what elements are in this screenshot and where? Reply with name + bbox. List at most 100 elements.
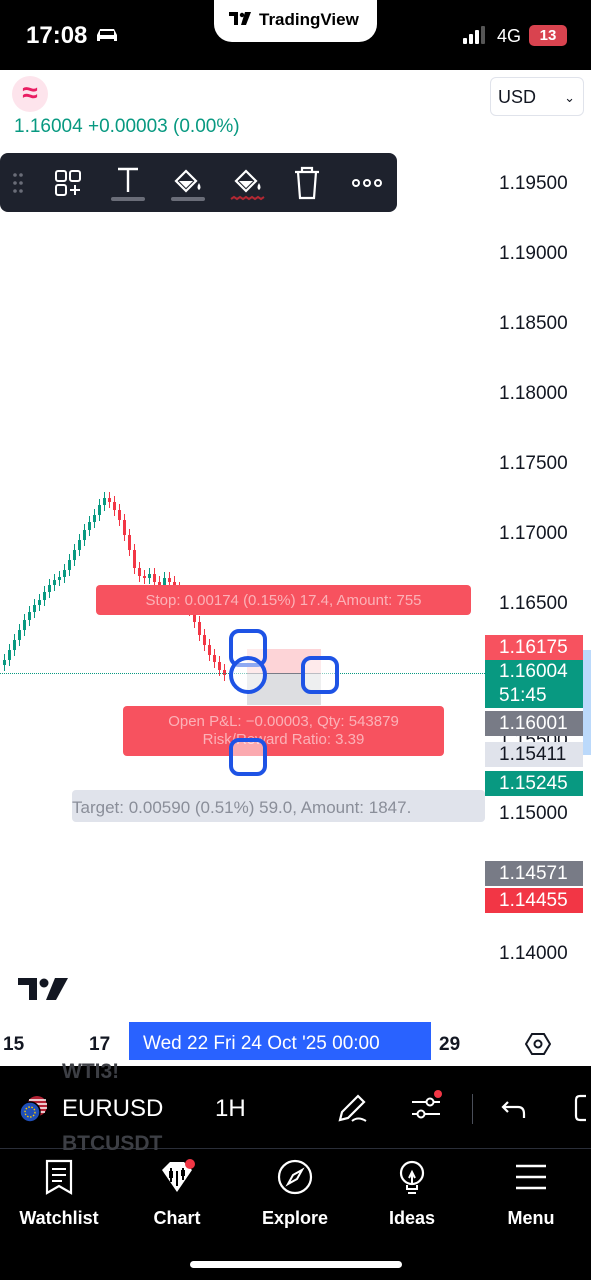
nav-explore[interactable]: Explore [240,1158,350,1229]
candle-body [143,576,146,578]
gray-price-tag: 1.14571 [485,861,583,886]
chart-icon [162,1159,195,1192]
stop-label: Stop: 0.00174 (0.15%) 17.4, Amount: 755 [96,585,471,615]
compass-icon [277,1159,313,1195]
lightbulb-icon [399,1160,425,1194]
nav-label: Watchlist [19,1208,99,1228]
chart-area[interactable]: 1.19500 1.19000 1.18500 1.18000 1.17500 … [0,130,591,1020]
candle-body [98,505,101,515]
candle-body [68,560,71,570]
candle-body [8,650,11,660]
price-axis-label: 1.17500 [499,453,568,474]
symbol-name[interactable]: EURUSD [62,1095,164,1122]
drawing-pen-icon[interactable] [334,1090,370,1126]
line-color-button[interactable] [228,163,268,203]
hamburger-icon [516,1164,546,1190]
toolbar-divider [472,1094,473,1124]
dynamic-island-app: TradingView [214,0,377,42]
undo-icon[interactable] [496,1090,532,1126]
nav-menu[interactable]: Menu [476,1158,586,1229]
candles-layer [3,492,226,681]
time-axis[interactable]: 15 17 Wed 22 Fri 24 Oct '25 00:00 29 [0,1022,591,1066]
red-price-tag: 1.14455 [485,888,583,913]
text-icon [111,167,145,201]
status-bar: 17:08 TradingView 4G 13 [0,0,591,70]
candle-body [43,592,46,600]
candle-body [123,520,126,535]
signal-icon [463,26,485,44]
fill-color-icon [171,169,205,201]
object-tree-icon [55,170,81,196]
candle-body [138,568,141,576]
open-pnl-text: Open P&L: −0.00003, Qty: 543879 [168,713,399,730]
ghost-symbol-below: BTCUSDT [62,1132,163,1155]
candle-body [3,660,6,665]
entry-line [247,673,321,674]
nav-ideas[interactable]: Ideas [357,1158,467,1229]
candle-body [128,535,131,550]
object-tree-button[interactable] [48,163,88,203]
price-line: 1.16004 +0.00003 (0.00%) [14,116,240,138]
candle-body [18,630,21,640]
nav-label: Chart [153,1208,201,1228]
price-axis-label: 1.16500 [499,593,568,614]
target-handle[interactable] [229,738,267,776]
candle-body [148,574,151,578]
battery-icon: 13 [529,25,567,46]
time-label: 29 [439,1034,461,1055]
fill-color-button[interactable] [168,163,208,203]
price-axis-label: 1.19500 [499,173,568,194]
width-handle[interactable] [301,656,339,694]
nav-watchlist[interactable]: Watchlist [4,1158,114,1229]
currency-select[interactable]: USD ⌄ [490,77,584,116]
candle-body [13,640,16,650]
candle-body [153,574,156,582]
axis-highlight-strip [583,650,591,755]
settings-hexagon-icon[interactable] [525,1031,551,1057]
current-price-tag: 1.16004 51:45 [485,660,583,708]
price-axis-label: 1.18500 [499,313,568,334]
stop-price-tag: 1.16175 [485,635,583,660]
more-icon [352,179,382,187]
candle-body [223,670,226,675]
target-price-tag: 1.15245 [485,771,583,796]
more-button[interactable] [347,163,387,203]
candle-body [38,600,41,605]
car-icon [97,29,117,41]
nav-chart[interactable]: Chart [122,1158,232,1229]
candle-body [78,540,81,550]
text-button[interactable] [108,163,148,203]
drag-handle-icon[interactable] [12,172,24,194]
price-axis-label: 1.19000 [499,243,568,264]
bar-countdown: 51:45 [499,685,547,706]
candle-body [198,622,201,635]
bottom-panel: WTI3! BTCUSDT EURUSD 1H [0,1060,591,1280]
symbol-logo[interactable]: ≈ [12,76,48,112]
tradingview-logo-icon [229,12,251,25]
time-range-highlight: Wed 22 Fri 24 Oct '25 00:00 [129,1022,431,1060]
candle-body [118,510,121,520]
candle-body [48,585,51,592]
eu-us-flag-icon [19,1096,47,1123]
network-type: 4G [497,26,522,46]
fullscreen-icon[interactable] [566,1090,591,1126]
candle-body [113,502,116,510]
candle-body [193,610,196,622]
entry-handle[interactable] [229,656,267,694]
candle-body [63,570,66,577]
home-indicator[interactable] [190,1261,402,1268]
last-price: 1.16004 [14,116,83,137]
indicators-icon[interactable] [408,1090,444,1126]
currency-value: USD [498,87,537,107]
interval-selector[interactable]: 1H [215,1095,246,1122]
candle-body [53,580,56,585]
candle-body [73,550,76,560]
status-time: 17:08 [26,22,88,49]
time-label: 15 [3,1034,25,1055]
candle-body [208,645,211,655]
candle-body [133,550,136,568]
delete-button[interactable] [287,163,327,203]
drawing-toolbar [0,153,397,212]
bottom-nav: Watchlist Chart Explore Ideas [0,1150,591,1280]
price-change-pct: (0.00%) [173,116,240,137]
